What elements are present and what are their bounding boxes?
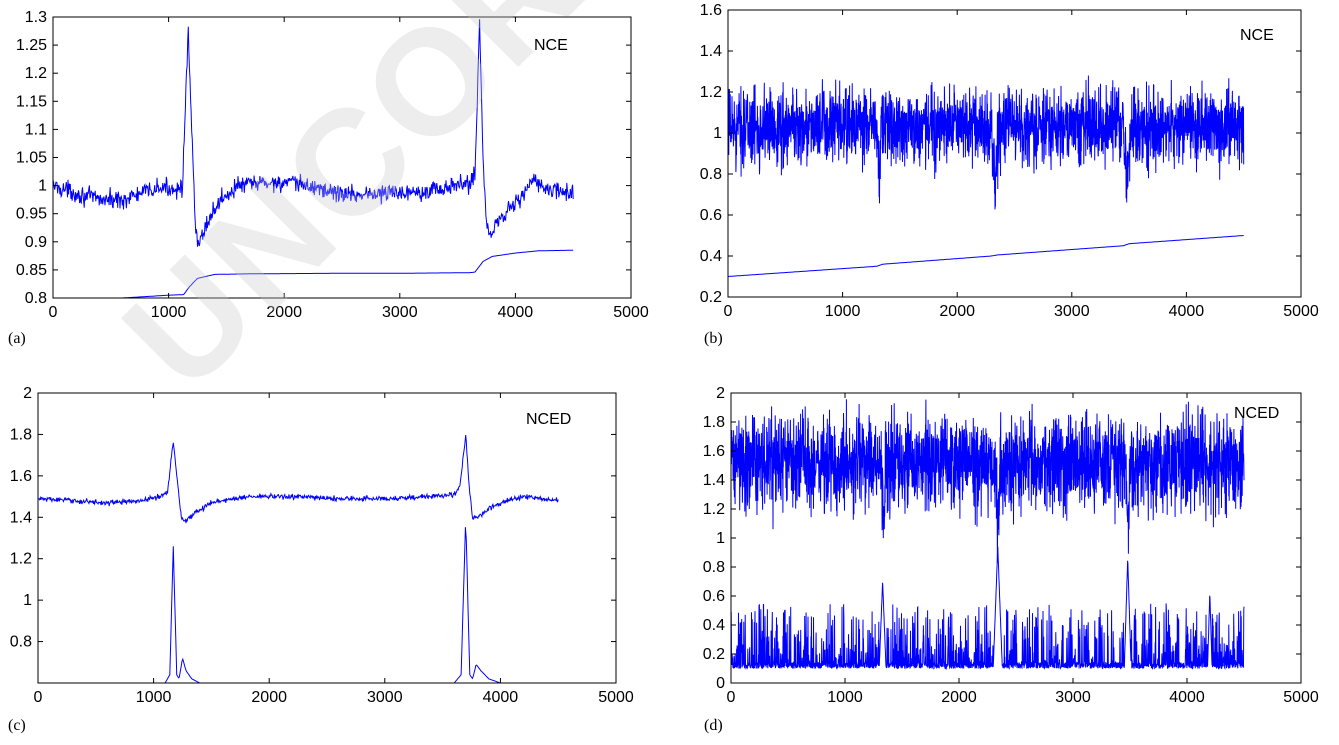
x-tick-label: 2000 <box>939 303 975 320</box>
y-tick-label: 2 <box>23 385 32 402</box>
y-tick-label: 1.2 <box>10 551 32 568</box>
y-tick-label: 0 <box>716 675 725 692</box>
panel-label: (d) <box>704 717 723 734</box>
chart-panel-2: 0 1000 2000 3000 4000 5000 0.2 0.4 0.6 0.8 1 1.2 1.4… <box>700 2 1319 347</box>
x-tick-label: 2000 <box>251 689 287 706</box>
x-tick-label: 3000 <box>367 689 403 706</box>
y-tick-label: 1.05 <box>16 150 47 167</box>
y-tick-label: 1.8 <box>10 426 32 443</box>
y-tick-label: 1.8 <box>703 414 725 431</box>
series-annotation: NCED <box>1234 405 1279 422</box>
y-tick-label: 0.8 <box>700 166 722 183</box>
x-tick-label: 0 <box>34 689 43 706</box>
series-line-1 <box>728 75 1245 210</box>
series-line-2 <box>731 546 1245 671</box>
panel-label: (a) <box>8 330 26 347</box>
y-tick-label: 1.1 <box>25 121 47 138</box>
y-tick-label: 1 <box>716 530 725 547</box>
y-tick-label: 1.15 <box>16 93 47 110</box>
series-line-2 <box>728 235 1244 277</box>
series-line-2 <box>38 527 559 683</box>
y-tick-label: 0.8 <box>25 290 47 307</box>
series-annotation: NCE <box>534 37 568 54</box>
y-tick-label: 1 <box>23 592 32 609</box>
y-tick-label: 1.6 <box>10 468 32 485</box>
x-tick-label: 3000 <box>382 304 418 321</box>
plot-frame <box>37 392 617 684</box>
series-annotation: NCE <box>1240 27 1274 44</box>
y-tick-label: 0.9 <box>25 234 47 251</box>
y-tick-label: 2 <box>716 385 725 402</box>
panel-label: (b) <box>704 330 723 347</box>
y-tick-label: 0.6 <box>700 207 722 224</box>
x-tick-label: 4000 <box>483 689 519 706</box>
y-tick-label: 1.25 <box>16 37 47 54</box>
chart-panel-1: 0 1000 2000 3000 4000 5000 0.8 0.85 0.9 0.95 1 1.05… <box>8 9 649 347</box>
y-tick-label: 0.2 <box>703 646 725 663</box>
y-tick-label: 1.2 <box>703 501 725 518</box>
plot-frame <box>727 9 1302 298</box>
y-tick-label: 0.85 <box>16 262 47 279</box>
y-tick-label: 1.3 <box>25 9 47 26</box>
series-line-2 <box>53 249 574 298</box>
y-tick-label: 0.6 <box>703 588 725 605</box>
x-tick-label: 4000 <box>1169 689 1205 706</box>
y-tick-label: 0.4 <box>700 248 722 265</box>
x-tick-label: 0 <box>727 689 736 706</box>
x-tick-label: 5000 <box>1283 689 1319 706</box>
x-tick-label: 5000 <box>598 689 634 706</box>
y-tick-label: 1.4 <box>700 43 722 60</box>
plot-frame <box>52 16 632 299</box>
y-tick-label: 1.6 <box>703 443 725 460</box>
chart-panel-4: 0 1000 2000 3000 4000 5000 0 0.2 0.4 0.6 0.8 1 1.2 1.… <box>703 385 1319 734</box>
y-tick-label: 1.4 <box>703 472 725 489</box>
x-tick-label: 3000 <box>1054 303 1090 320</box>
x-tick-label: 4000 <box>498 304 534 321</box>
series-line-1 <box>38 435 559 524</box>
y-tick-label: 0.8 <box>703 559 725 576</box>
series-line-1 <box>731 399 1245 564</box>
panel-label: (c) <box>8 717 26 734</box>
y-tick-label: 0.4 <box>703 617 725 634</box>
x-tick-label: 1000 <box>151 304 187 321</box>
y-tick-label: 1 <box>38 178 47 195</box>
x-tick-label: 5000 <box>613 304 649 321</box>
x-tick-label: 2000 <box>941 689 977 706</box>
y-tick-label: 1.2 <box>25 65 47 82</box>
x-tick-label: 1000 <box>136 689 172 706</box>
chart-panel-3: 0 1000 2000 3000 4000 5000 0.8 1 1.2 1.4 1.6 1.8 2 NC… <box>8 385 634 734</box>
x-tick-label: 0 <box>49 304 58 321</box>
x-tick-label: 0 <box>724 303 733 320</box>
y-tick-label: 0.8 <box>10 634 32 651</box>
x-tick-label: 3000 <box>1055 689 1091 706</box>
x-tick-label: 5000 <box>1283 303 1319 320</box>
x-tick-label: 4000 <box>1169 303 1205 320</box>
x-tick-label: 1000 <box>827 689 863 706</box>
series-annotation: NCED <box>526 411 571 428</box>
y-tick-label: 1.4 <box>10 509 32 526</box>
y-tick-label: 1.2 <box>700 84 722 101</box>
y-tick-label: 1 <box>713 125 722 142</box>
x-tick-label: 2000 <box>266 304 302 321</box>
y-tick-label: 0.2 <box>700 289 722 306</box>
y-tick-label: 1.6 <box>700 2 722 19</box>
y-tick-label: 0.95 <box>16 206 47 223</box>
series-line-1 <box>53 19 574 247</box>
x-tick-label: 1000 <box>825 303 861 320</box>
